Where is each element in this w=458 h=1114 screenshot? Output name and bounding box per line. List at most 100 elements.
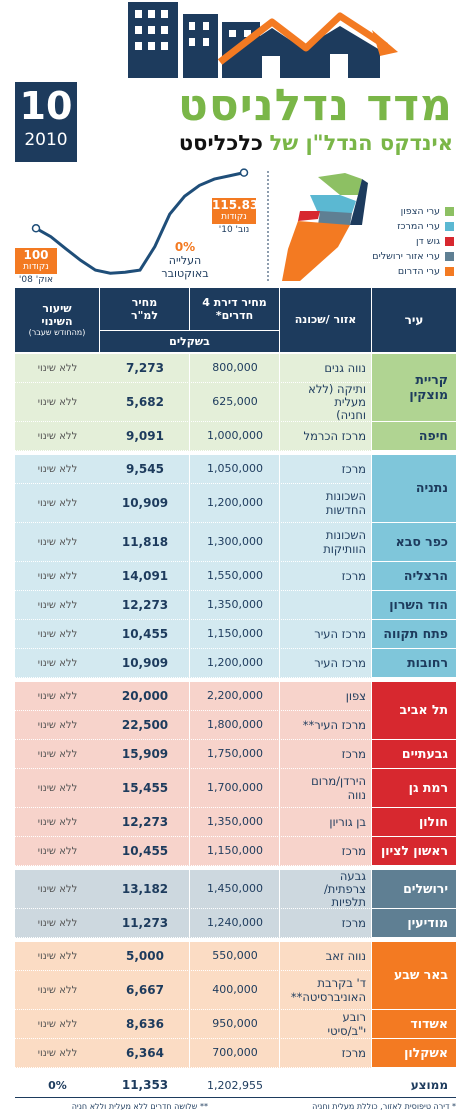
change-cell: ללא שינוי xyxy=(37,497,78,509)
city-cell: רחובות xyxy=(372,649,456,678)
area-cell: מרכז xyxy=(341,1045,366,1060)
legend-item: ערי הדרום xyxy=(340,264,454,279)
column-separator xyxy=(189,682,190,866)
row-bg xyxy=(15,740,372,769)
column-separator xyxy=(189,870,190,938)
column-separator xyxy=(371,354,372,451)
change-cell: ללא שינוי xyxy=(37,1047,78,1059)
change-cell: ללא שינוי xyxy=(37,782,78,794)
price-cell: 1,050,000 xyxy=(207,462,263,476)
average-price: 1,202,955 xyxy=(207,1078,263,1092)
city-cell: הוד השרון xyxy=(372,591,456,620)
row-bg xyxy=(15,455,372,484)
footnote: * דירה טיפוסית לאזור, כוללת מעלית וחניה xyxy=(312,1102,456,1111)
change-label: באוקטובר xyxy=(161,267,209,280)
column-separator xyxy=(189,942,190,1068)
city-cell: נתניה xyxy=(372,455,456,523)
price-cell: 1,000,000 xyxy=(207,429,263,443)
end-date: נוב' 10' xyxy=(218,225,250,235)
change-cell: ללא שינוי xyxy=(37,845,78,857)
row-bg xyxy=(15,870,372,909)
price-cell: 550,000 xyxy=(212,949,258,963)
per-sqm-cell: 7,273 xyxy=(126,360,164,375)
row-bg xyxy=(15,682,372,711)
area-cell: נווה זאב xyxy=(325,948,366,963)
city-cell: רמת גן xyxy=(372,769,456,808)
column-separator xyxy=(279,942,280,1068)
per-sqm-cell: 22,500 xyxy=(121,717,169,732)
area-cell: בן גוריון xyxy=(329,814,366,829)
start-date: אוק' 08' xyxy=(18,275,54,285)
area-cell: מרכז xyxy=(341,915,366,930)
area-cell: גבעה צרפתית/ תלפיות xyxy=(323,868,366,910)
row-bg xyxy=(15,649,372,678)
area-cell xyxy=(280,591,372,620)
header-cell: שיעור השינוי xyxy=(15,288,99,328)
end-unit: נקודות xyxy=(221,212,247,222)
index-chart xyxy=(31,168,368,283)
average-rule xyxy=(15,1074,456,1098)
map xyxy=(282,173,368,281)
per-sqm-cell: 8,636 xyxy=(126,1016,164,1031)
legend-swatch xyxy=(445,237,454,246)
price-cell: 1,200,000 xyxy=(207,496,263,510)
price-cell: 2,200,000 xyxy=(207,689,263,703)
city-cell: אשקלון xyxy=(372,1039,456,1068)
change-value: 0% xyxy=(174,240,196,254)
average-change: 0% xyxy=(48,1078,67,1092)
column-separator xyxy=(279,682,280,866)
row-bg xyxy=(15,523,372,562)
city-cell: מודיעין xyxy=(372,909,456,938)
area-cell: נווה גנים xyxy=(324,360,366,375)
start-unit: נקודות xyxy=(23,262,49,272)
legend-label: ערי הדרום xyxy=(397,266,440,277)
change-cell: ללא שינוי xyxy=(37,430,78,442)
end-value: 115.83 xyxy=(212,198,259,212)
change-cell: ללא שינוי xyxy=(37,917,78,929)
area-cell: השכונות הוותיקות xyxy=(323,528,366,556)
change-cell: ללא שינוי xyxy=(37,984,78,996)
per-sqm-cell: 10,909 xyxy=(121,655,169,670)
legend-item: ערי אזור ירושלים xyxy=(340,249,454,264)
city-cell: באר שבע xyxy=(372,942,456,1010)
column-separator xyxy=(279,354,280,451)
price-cell: 1,300,000 xyxy=(207,535,263,549)
row-bg xyxy=(15,971,372,1010)
legend: ערי הצפון ערי המרכז גוש דן ערי אזור ירושלים… xyxy=(340,204,454,279)
subtitle: אינדקס הנדל"ן של כלכליסט xyxy=(85,131,453,155)
legend-label: ערי הצפון xyxy=(400,206,440,217)
per-sqm-cell: 12,273 xyxy=(121,597,169,612)
change-cell: ללא שינוי xyxy=(37,628,78,640)
price-cell: 1,150,000 xyxy=(207,627,263,641)
price-cell: 700,000 xyxy=(212,1046,258,1060)
price-cell: 1,450,000 xyxy=(207,882,263,896)
per-sqm-cell: 14,091 xyxy=(121,568,169,583)
column-separator xyxy=(371,682,372,866)
price-cell: 625,000 xyxy=(212,395,258,409)
per-sqm-cell: 10,455 xyxy=(121,626,169,641)
per-sqm-cell: 5,682 xyxy=(126,394,164,409)
price-cell: 1,750,000 xyxy=(207,747,263,761)
city-cell: תל אביב xyxy=(372,682,456,740)
legend-label: גוש דן xyxy=(415,236,440,247)
row-bg xyxy=(15,484,372,523)
legend-label: ערי אזור ירושלים xyxy=(372,251,440,262)
city-cell: אשדוד xyxy=(372,1010,456,1039)
change-cell: ללא שינוי xyxy=(37,883,78,895)
per-sqm-cell: 6,364 xyxy=(126,1045,164,1060)
start-badge xyxy=(15,248,57,274)
footnote: ** שלושה חדרים ללא מעלית וללא חניה xyxy=(71,1102,208,1111)
per-sqm-cell: 9,545 xyxy=(126,461,164,476)
per-sqm-cell: 11,273 xyxy=(121,915,169,930)
header-cell: מחיר דירת 4 חדרים* xyxy=(190,288,279,330)
area-cell: מרכז xyxy=(341,461,366,476)
per-sqm-cell: 15,455 xyxy=(121,780,169,795)
row-bg xyxy=(15,942,372,971)
end-point xyxy=(239,168,249,177)
area-cell: הירדן/מרום נווה xyxy=(311,774,366,802)
row-bg xyxy=(15,620,372,649)
area-cell: מרכז העיר** xyxy=(302,717,366,732)
legend-item: ערי המרכז xyxy=(340,219,454,234)
per-sqm-cell: 13,182 xyxy=(121,881,169,896)
